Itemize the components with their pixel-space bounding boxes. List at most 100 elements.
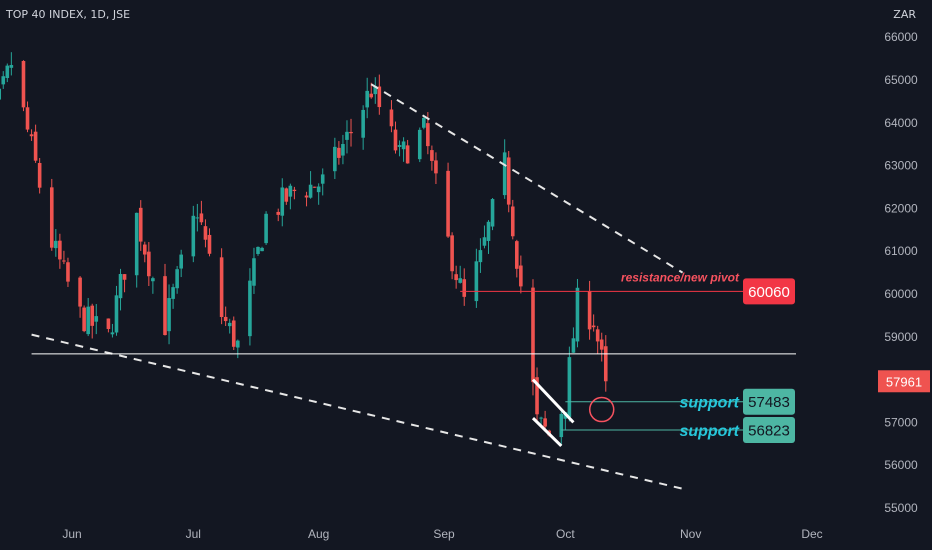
symbol-title: TOP 40 INDEX, 1D, JSE [6,8,131,21]
candle-body [5,65,10,79]
candle-body [365,90,369,108]
candle-body [122,274,127,280]
x-tick-label: Dec [801,527,822,541]
level-value-box [743,416,795,443]
candle-body [377,86,382,108]
candle-body [147,251,151,277]
candle-body [591,325,596,328]
candle-body [231,320,236,347]
candle-body [1,76,6,85]
candle-body [543,418,547,427]
candle-body [345,131,349,140]
circle-marker [588,396,615,423]
candle-body [515,241,519,269]
y-tick-label: 55000 [884,501,918,515]
candle-body [21,60,26,108]
candle-body [66,262,70,282]
candle-body [393,129,398,151]
x-tick-label: Oct [556,527,575,541]
candle-body [559,413,564,438]
candle-body [603,346,608,382]
candle-body [304,195,309,198]
candle-body [288,185,293,197]
candle-body [486,221,491,241]
lower-trendline [31,333,683,490]
candle-body [252,258,256,286]
x-tick-label: Jun [62,527,81,541]
y-tick-label: 61000 [884,244,918,258]
candle-body [506,157,511,205]
candle-body [422,117,426,128]
candle-body [482,237,487,246]
candle-body [82,307,86,332]
candle-body [223,316,228,322]
candle-body [595,329,600,342]
candle-body [49,187,54,248]
candle-body [312,186,317,188]
candle-body [9,65,14,68]
candle-body [235,340,240,348]
candle-body [171,287,175,299]
candle-body [454,274,458,281]
candle-body [575,287,580,342]
candle-body [349,131,353,134]
candle-body [405,145,410,164]
candle-body [337,147,341,158]
candle-body [333,146,337,172]
level-value-label: 60060 [748,284,790,301]
candle-body [227,322,232,327]
candle-body [478,250,483,263]
candle-body [94,316,99,322]
candle-body [199,213,204,223]
candle-body [502,152,507,196]
candle-body [175,269,179,289]
candle-body [110,332,115,335]
candle-body [86,306,90,335]
candle-body [389,109,394,127]
candle-body [203,226,208,240]
upper-trendline [370,83,684,274]
candle-body [458,278,462,283]
y-tick-label: 65000 [884,73,918,87]
last-price-label: 57961 [886,374,922,389]
candle-body [106,318,111,329]
level-value-box [743,278,795,305]
candle-body [29,134,34,137]
candle-body [369,93,374,98]
candle-body [490,199,495,227]
candle-body [248,280,252,337]
candle-body [207,234,212,254]
candle-body [539,417,543,419]
y-tick-label: 64000 [884,116,918,130]
candle-body [571,338,576,353]
y-tick-label: 57000 [884,415,918,429]
candle-body [191,215,196,257]
candle-body [90,305,95,326]
candle-body [292,189,297,192]
candle-body [167,298,171,332]
candle-body [78,277,82,307]
candle-body [179,254,183,269]
candle-body [535,377,539,415]
level-name-label: support [679,395,739,412]
candle-body [599,339,604,350]
candle-body [361,109,365,138]
candle-body [25,107,30,130]
candle-body [474,261,479,302]
candle-body [264,213,268,244]
candle-body [118,273,123,299]
flag-line-lower [531,417,563,448]
candle-body [397,145,402,147]
candle-body [284,188,289,202]
candle-body [341,144,345,156]
y-tick-label: 59000 [884,330,918,344]
candle-body [256,246,260,254]
candle-body [260,247,264,252]
candle-body [320,174,325,184]
candle-body [401,141,406,150]
candle-body [33,131,38,161]
candle-body [114,295,119,333]
currency-label: ZAR [893,8,916,21]
candle-body [434,160,438,174]
